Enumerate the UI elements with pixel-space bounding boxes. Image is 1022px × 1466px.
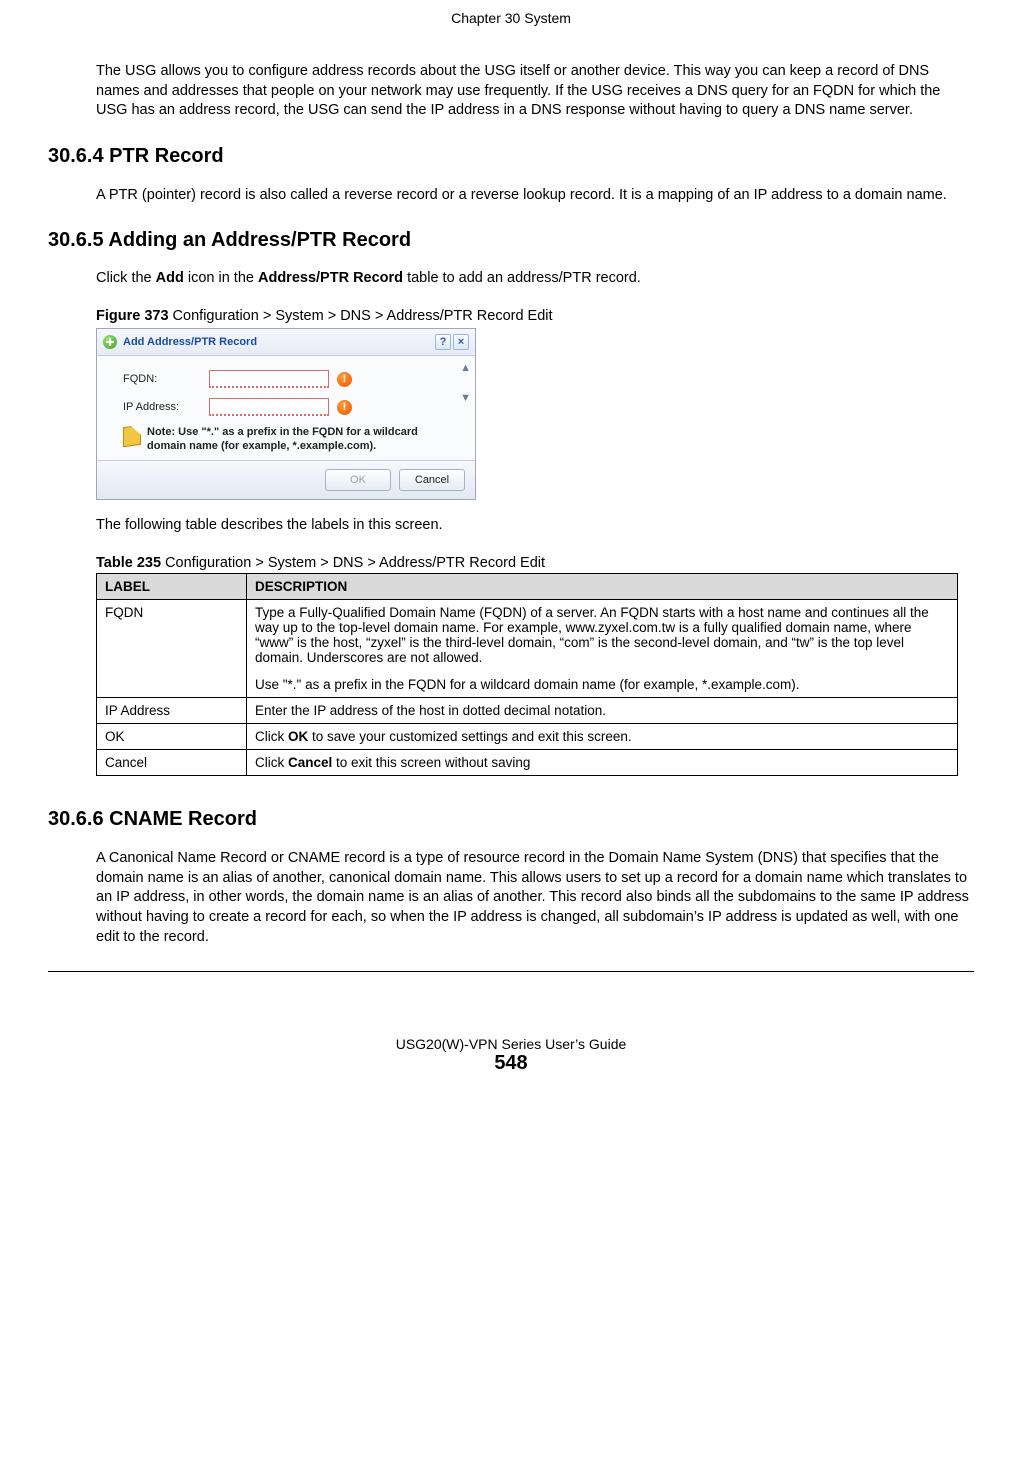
- chapter-header: Chapter 30 System: [48, 10, 974, 26]
- desc-pre: Click: [255, 729, 288, 744]
- table-header-row: LABEL DESCRIPTION: [97, 574, 958, 600]
- table-row: IP Address Enter the IP address of the h…: [97, 698, 958, 724]
- desc-bold: Cancel: [288, 755, 332, 770]
- close-icon[interactable]: ×: [453, 334, 469, 350]
- th-description: DESCRIPTION: [247, 574, 958, 600]
- heading-ptr-record: 30.6.4 PTR Record: [48, 145, 974, 168]
- footer-page-number: 548: [48, 1052, 974, 1075]
- cell-desc: Click OK to save your customized setting…: [247, 724, 958, 750]
- bold-addrptr: Address/PTR Record: [258, 270, 403, 286]
- ip-row: IP Address: !: [123, 398, 465, 416]
- text-prefix: Click the: [96, 270, 156, 286]
- desc-post: to exit this screen without saving: [332, 755, 530, 770]
- figure-caption-text: Configuration > System > DNS > Address/P…: [169, 308, 553, 324]
- note-box: Note: Use "*." as a prefix in the FQDN f…: [123, 426, 465, 454]
- table-label: Table 235: [96, 555, 161, 571]
- dialog-footer: OK Cancel: [97, 460, 475, 499]
- intro-paragraph: The USG allows you to configure address …: [96, 62, 974, 121]
- dialog-body: ▲ FQDN: ! IP Address: ! Note: Use "*." a…: [97, 356, 475, 460]
- ip-label: IP Address:: [123, 401, 209, 413]
- label-description-table: LABEL DESCRIPTION FQDN Type a Fully-Qual…: [96, 573, 958, 776]
- help-icon[interactable]: ?: [435, 334, 451, 350]
- note-text: Note: Use "*." as a prefix in the FQDN f…: [147, 426, 441, 454]
- fqdn-row: FQDN: !: [123, 370, 465, 388]
- desc-bold: OK: [288, 729, 308, 744]
- table-intro: The following table describes the labels…: [96, 516, 974, 536]
- fqdn-input[interactable]: [209, 370, 329, 388]
- adding-instruction: Click the Add icon in the Address/PTR Re…: [96, 270, 974, 286]
- dialog-titlebar: Add Address/PTR Record ? ×: [97, 329, 475, 356]
- cell-label: IP Address: [97, 698, 247, 724]
- cell-desc: Enter the IP address of the host in dott…: [247, 698, 958, 724]
- cell-desc: Click Cancel to exit this screen without…: [247, 750, 958, 776]
- warning-icon: !: [337, 372, 352, 387]
- ok-button[interactable]: OK: [325, 469, 391, 491]
- table-row: Cancel Click Cancel to exit this screen …: [97, 750, 958, 776]
- note-icon: [123, 425, 141, 448]
- heading-cname-record: 30.6.6 CNAME Record: [48, 808, 974, 831]
- ip-input[interactable]: [209, 398, 329, 416]
- text-mid: icon in the: [184, 270, 258, 286]
- table-caption: Table 235 Configuration > System > DNS >…: [96, 555, 974, 571]
- cell-label: OK: [97, 724, 247, 750]
- figure-caption: Figure 373 Configuration > System > DNS …: [96, 308, 974, 324]
- cell-desc: Type a Fully-Qualified Domain Name (FQDN…: [247, 600, 958, 698]
- figure-label: Figure 373: [96, 308, 169, 324]
- fqdn-label: FQDN:: [123, 373, 209, 385]
- desc-para: Use "*." as a prefix in the FQDN for a w…: [255, 677, 949, 692]
- add-icon: [103, 335, 117, 349]
- scroll-up-icon[interactable]: ▲: [460, 362, 471, 374]
- text-suffix: table to add an address/PTR record.: [403, 270, 641, 286]
- desc-pre: Click: [255, 755, 288, 770]
- th-label: LABEL: [97, 574, 247, 600]
- cell-label: Cancel: [97, 750, 247, 776]
- warning-icon: !: [337, 400, 352, 415]
- desc-post: to save your customized settings and exi…: [308, 729, 631, 744]
- cell-label: FQDN: [97, 600, 247, 698]
- cancel-button[interactable]: Cancel: [399, 469, 465, 491]
- table-caption-text: Configuration > System > DNS > Address/P…: [161, 555, 545, 571]
- footer-guide: USG20(W)-VPN Series User’s Guide: [48, 1036, 974, 1052]
- cname-body: A Canonical Name Record or CNAME record …: [96, 849, 974, 947]
- ptr-body: A PTR (pointer) record is also called a …: [96, 186, 974, 206]
- heading-adding-address: 30.6.5 Adding an Address/PTR Record: [48, 229, 974, 252]
- desc-para: Type a Fully-Qualified Domain Name (FQDN…: [255, 605, 949, 665]
- dialog-add-address-ptr: Add Address/PTR Record ? × ▲ FQDN: ! IP …: [96, 328, 476, 500]
- bold-add: Add: [156, 270, 184, 286]
- dialog-title-text: Add Address/PTR Record: [123, 336, 257, 348]
- footer-rule: [48, 971, 974, 972]
- table-row: OK Click OK to save your customized sett…: [97, 724, 958, 750]
- scroll-down-icon[interactable]: ▼: [460, 392, 471, 404]
- table-row: FQDN Type a Fully-Qualified Domain Name …: [97, 600, 958, 698]
